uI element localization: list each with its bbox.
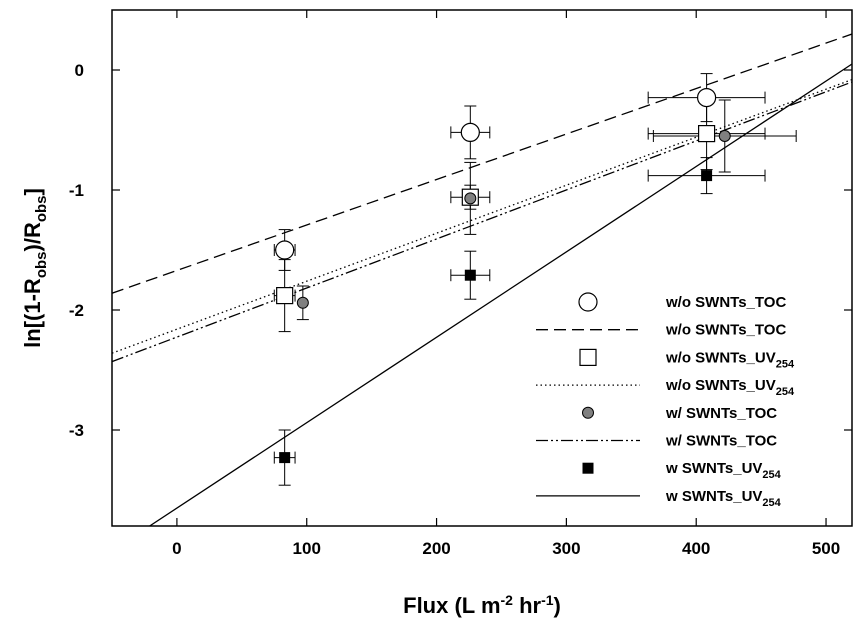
y-title-sub-2: obs xyxy=(33,196,50,223)
legend-label: w/o SWNTs_UV254 xyxy=(665,377,795,398)
x-axis-ticks: 0 100 200 300 400 500 xyxy=(172,10,840,558)
data-point xyxy=(464,269,476,281)
error-bars xyxy=(273,73,797,486)
y-tick-label: -2 xyxy=(69,301,84,320)
fit-line xyxy=(112,78,852,354)
legend-label-text: w/o SWNTs_TOC xyxy=(665,322,786,339)
x-axis-title: Flux (L m-2 hr-1) xyxy=(403,592,561,618)
legend-label-subscript: 254 xyxy=(776,358,795,370)
legend-label: w SWNTs_UV254 xyxy=(665,460,782,481)
x-title-part-3: ) xyxy=(554,593,561,618)
legend-label-text: w SWNTs_UV xyxy=(665,488,762,505)
y-title-part-3: ] xyxy=(20,188,45,195)
legend-label-text: w SWNTs_UV xyxy=(665,460,762,477)
legend-label-subscript: 254 xyxy=(762,469,781,481)
plot-frame xyxy=(111,9,853,527)
fit-line xyxy=(112,81,852,363)
fit-lines xyxy=(112,33,852,526)
legend-label: w SWNTs_UV254 xyxy=(665,488,782,509)
legend-label-text: w/o SWNTs_UV xyxy=(665,349,776,366)
fit-line xyxy=(149,63,852,526)
data-point xyxy=(701,170,713,182)
data-point xyxy=(279,452,291,464)
legend-label: w/ SWNTs_TOC xyxy=(665,405,777,422)
x-tick-label: 0 xyxy=(172,539,181,558)
legend-label-subscript: 254 xyxy=(776,386,795,398)
legend-marker-swatch xyxy=(582,462,594,474)
y-axis-ticks: 0 -1 -2 -3 xyxy=(69,61,852,440)
legend-label: w/o SWNTs_TOC xyxy=(665,322,786,339)
legend-marker-swatch xyxy=(579,348,597,366)
x-tick-label: 400 xyxy=(682,539,710,558)
x-tick-label: 500 xyxy=(812,539,840,558)
x-tick-label: 300 xyxy=(552,539,580,558)
legend-marker-swatch xyxy=(578,292,598,312)
legend-label-subscript: 254 xyxy=(762,497,781,509)
data-point xyxy=(464,192,477,205)
legend-label-text: w/ SWNTs_TOC xyxy=(665,433,777,450)
y-tick-label: -3 xyxy=(69,421,84,440)
x-tick-label: 200 xyxy=(422,539,450,558)
x-title-sup-2: -1 xyxy=(541,592,554,608)
legend-label-text: w/ SWNTs_TOC xyxy=(665,405,777,422)
x-title-part-2: hr xyxy=(513,593,542,618)
y-title-part-2: )/R xyxy=(20,222,45,251)
legend-label: w/o SWNTs_TOC xyxy=(665,294,786,311)
y-axis-title: ln[(1-Robs)/Robs] xyxy=(20,188,50,348)
x-tick-label: 100 xyxy=(293,539,321,558)
y-title-part-1: ln[(1-R xyxy=(20,278,45,348)
y-tick-label: 0 xyxy=(75,61,84,80)
y-title-sub-1: obs xyxy=(33,252,50,279)
legend-label-text: w/o SWNTs_UV xyxy=(665,377,776,394)
legend-label-text: w/o SWNTs_TOC xyxy=(665,294,786,311)
legend-label: w/o SWNTs_UV254 xyxy=(665,349,795,370)
x-title-sup-1: -2 xyxy=(501,592,514,608)
data-point xyxy=(697,124,716,143)
data-point xyxy=(275,240,295,260)
data-point xyxy=(276,287,294,305)
x-title-part-1: Flux (L m xyxy=(403,593,500,618)
y-tick-label: -1 xyxy=(69,181,84,200)
legend-marker-swatch xyxy=(582,406,594,419)
fit-line xyxy=(112,33,852,294)
data-point xyxy=(718,130,731,142)
data-point xyxy=(696,87,717,108)
data-point xyxy=(460,122,480,142)
data-points xyxy=(275,87,731,464)
legend-label: w/ SWNTs_TOC xyxy=(665,433,777,450)
data-point xyxy=(296,296,309,309)
